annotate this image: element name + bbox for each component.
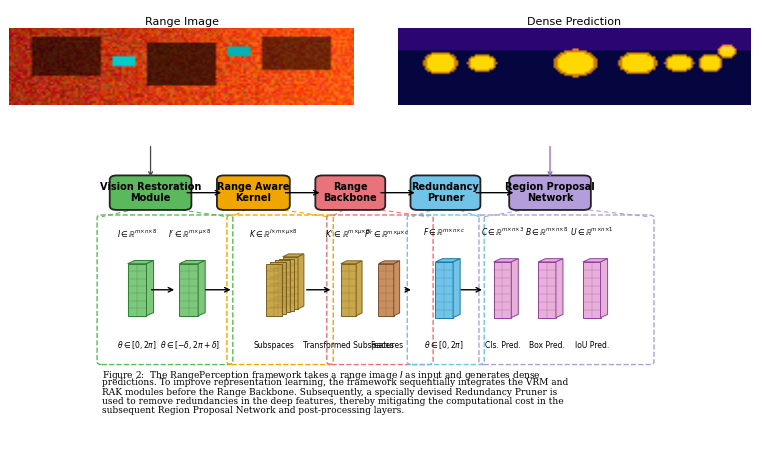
- Text: $U \in \mathbb{R}^{m{\times}n{\times}1}$: $U \in \mathbb{R}^{m{\times}n{\times}1}$: [570, 226, 613, 239]
- Text: Box Pred.: Box Pred.: [529, 340, 565, 350]
- Text: $K' \in \mathbb{R}^{m{\times}\mu{\times}8I}$: $K' \in \mathbb{R}^{m{\times}\mu{\times}…: [325, 228, 372, 240]
- Text: Region Proposal
Network: Region Proposal Network: [505, 182, 595, 204]
- Polygon shape: [146, 261, 153, 316]
- Polygon shape: [453, 259, 460, 318]
- Polygon shape: [341, 261, 362, 264]
- FancyBboxPatch shape: [509, 176, 590, 210]
- Text: $K \in \mathbb{R}^{l{\times}m{\times}\mu{\times}8}$: $K \in \mathbb{R}^{l{\times}m{\times}\mu…: [249, 228, 299, 240]
- Polygon shape: [298, 254, 304, 309]
- Text: Features: Features: [370, 340, 403, 350]
- Polygon shape: [127, 261, 153, 264]
- Bar: [266, 264, 281, 316]
- Bar: [279, 259, 294, 311]
- Bar: [274, 260, 290, 312]
- Polygon shape: [556, 259, 563, 318]
- FancyBboxPatch shape: [217, 176, 290, 210]
- Bar: [538, 262, 556, 318]
- Text: $\theta \in [0, 2\pi]$: $\theta \in [0, 2\pi]$: [424, 339, 464, 351]
- Text: Vision Restoration
Module: Vision Restoration Module: [100, 182, 201, 204]
- Polygon shape: [600, 259, 608, 318]
- Bar: [493, 262, 511, 318]
- Bar: [378, 264, 393, 316]
- Polygon shape: [435, 259, 460, 262]
- Text: Range Aware
Kernel: Range Aware Kernel: [217, 182, 290, 204]
- Polygon shape: [283, 254, 304, 257]
- Text: Figure 2:  The RangePerception framework takes a range image $I$ as input and ge: Figure 2: The RangePerception framework …: [102, 369, 540, 382]
- FancyBboxPatch shape: [110, 176, 191, 210]
- Text: $I \in \mathbb{R}^{m{\times}n{\times}8}$: $I \in \mathbb{R}^{m{\times}n{\times}8}$: [117, 228, 157, 240]
- Text: IoU Pred.: IoU Pred.: [575, 340, 609, 350]
- Polygon shape: [538, 259, 563, 262]
- Text: Redundancy
Pruner: Redundancy Pruner: [412, 182, 479, 204]
- Bar: [283, 257, 298, 309]
- Text: $\theta \in [-\delta, 2\pi+\delta]$: $\theta \in [-\delta, 2\pi+\delta]$: [160, 339, 220, 351]
- Bar: [435, 262, 453, 318]
- Text: $I^r \in \mathbb{R}^{m{\times}\mu{\times}8}$: $I^r \in \mathbb{R}^{m{\times}\mu{\times…: [168, 228, 211, 240]
- Title: Dense Prediction: Dense Prediction: [527, 17, 622, 27]
- Text: Cls. Pred.: Cls. Pred.: [484, 340, 520, 350]
- Text: Transformed Subspaces: Transformed Subspaces: [303, 340, 394, 350]
- Polygon shape: [511, 259, 518, 318]
- Polygon shape: [583, 259, 608, 262]
- Bar: [341, 264, 356, 316]
- Polygon shape: [493, 259, 518, 262]
- Polygon shape: [180, 261, 205, 264]
- Polygon shape: [393, 261, 399, 316]
- Bar: [180, 264, 198, 316]
- Text: $\theta \in [0, 2\pi]$: $\theta \in [0, 2\pi]$: [117, 339, 157, 351]
- Polygon shape: [378, 261, 399, 264]
- Text: Range
Backbone: Range Backbone: [324, 182, 377, 204]
- Text: $F \in \mathbb{R}^{m{\times}n{\times}c}$: $F \in \mathbb{R}^{m{\times}n{\times}c}$: [423, 226, 465, 238]
- FancyBboxPatch shape: [315, 176, 385, 210]
- Polygon shape: [356, 261, 362, 316]
- Bar: [271, 262, 286, 314]
- FancyBboxPatch shape: [411, 176, 481, 210]
- Title: Range Image: Range Image: [145, 17, 218, 27]
- Text: $C \in \mathbb{R}^{m{\times}n{\times}3}$: $C \in \mathbb{R}^{m{\times}n{\times}3}$: [481, 226, 524, 239]
- Polygon shape: [198, 261, 205, 316]
- Text: $B \in \mathbb{R}^{m{\times}n{\times}8}$: $B \in \mathbb{R}^{m{\times}n{\times}8}$: [525, 226, 568, 239]
- Text: subsequent Region Proposal Network and post-processing layers.: subsequent Region Proposal Network and p…: [102, 406, 404, 415]
- Bar: [583, 262, 600, 318]
- Text: used to remove redundancies in the deep features, thereby mitigating the computa: used to remove redundancies in the deep …: [102, 397, 563, 406]
- Bar: [127, 264, 146, 316]
- Text: Subspaces: Subspaces: [253, 340, 294, 350]
- Text: $F^r \in \mathbb{R}^{m{\times}\mu{\times}c}$: $F^r \in \mathbb{R}^{m{\times}\mu{\times…: [364, 228, 409, 240]
- Text: RAK modules before the Range Backbone. Subsequently, a specially devised Redunda: RAK modules before the Range Backbone. S…: [102, 388, 557, 396]
- Text: predictions. To improve representation learning, the framework sequentially inte: predictions. To improve representation l…: [102, 378, 568, 387]
